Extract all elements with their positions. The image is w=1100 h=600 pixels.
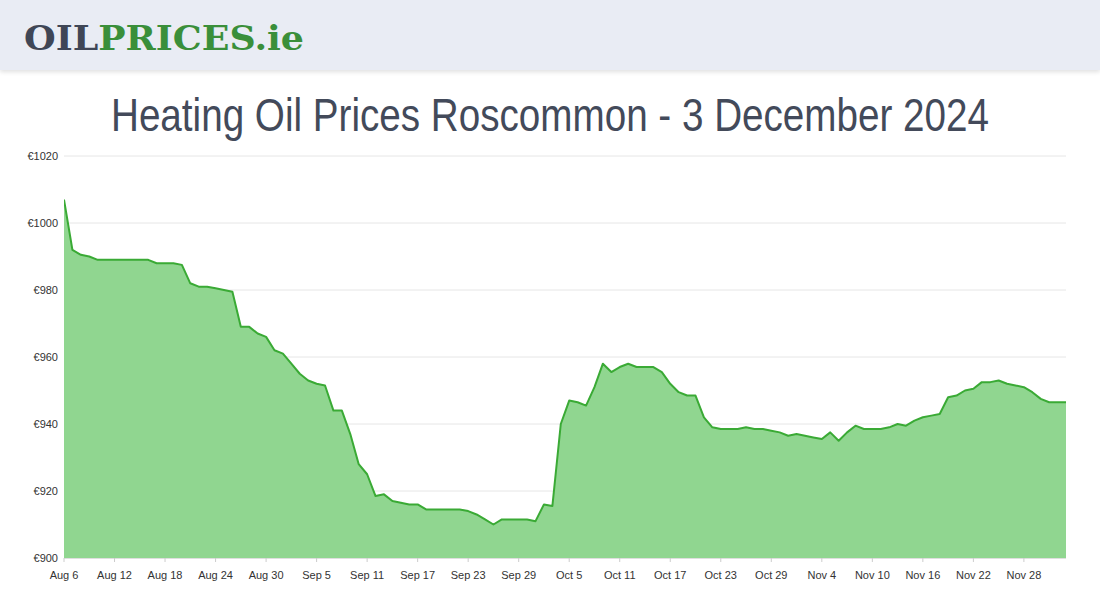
x-tick [973, 558, 974, 562]
y-tick-label: €900 [34, 552, 58, 564]
x-tick-label: Oct 11 [604, 569, 636, 581]
x-tick [468, 558, 469, 562]
x-tick-label: Nov 28 [1006, 569, 1041, 581]
line [64, 200, 1066, 525]
x-tick-label: Aug 24 [198, 569, 233, 581]
x-tick [417, 558, 418, 562]
x-tick [569, 558, 570, 562]
x-tick-label: Oct 17 [654, 569, 686, 581]
x-tick-label: Nov 10 [855, 569, 890, 581]
header-band [0, 0, 1100, 70]
x-tick [367, 558, 368, 562]
x-tick [64, 558, 65, 562]
x-tick [720, 558, 721, 562]
x-tick [619, 558, 620, 562]
x-tick [771, 558, 772, 562]
x-tick-label: Oct 23 [705, 569, 737, 581]
x-tick-label: Aug 18 [148, 569, 183, 581]
x-tick [215, 558, 216, 562]
logo-dark: OIL [24, 18, 98, 58]
x-tick-label: Nov 22 [956, 569, 991, 581]
y-tick-label: €960 [34, 351, 58, 363]
x-tick [1023, 558, 1024, 562]
x-tick-label: Sep 11 [350, 569, 384, 581]
grid-line [64, 223, 1066, 224]
x-tick [922, 558, 923, 562]
x-tick [518, 558, 519, 562]
x-tick-label: Sep 29 [501, 569, 536, 581]
x-tick [670, 558, 671, 562]
x-tick-label: Sep 17 [400, 569, 435, 581]
y-tick-label: €1000 [27, 217, 58, 229]
x-tick-label: Nov 16 [905, 569, 940, 581]
title: Heating Oil Prices Roscommon - 3 Decembe… [111, 89, 989, 141]
x-tick [821, 558, 822, 562]
area [64, 200, 1066, 558]
x-tick-label: Sep 5 [302, 569, 331, 581]
x-tick-label: Aug 12 [97, 569, 132, 581]
x-tick [316, 558, 317, 562]
x-tick [872, 558, 873, 562]
x-tick [114, 558, 115, 562]
x-tick [165, 558, 166, 562]
y-tick-label: €980 [34, 284, 58, 296]
x-tick-label: Oct 5 [556, 569, 582, 581]
grid [64, 156, 1066, 558]
x-tick-label: Nov 4 [807, 569, 836, 581]
y-tick-label: €1020 [27, 150, 58, 162]
x-tick-label: Oct 29 [755, 569, 787, 581]
y-tick-label: €940 [34, 418, 58, 430]
x-tick-label: Aug 6 [50, 569, 79, 581]
logo: OILPRICES.ie [24, 18, 304, 58]
chart-svg: OILPRICES.ie Heating Oil Prices Roscommon… [0, 0, 1100, 600]
x-tick-label: Aug 30 [249, 569, 284, 581]
x-tick [266, 558, 267, 562]
x-tick-label: Sep 23 [451, 569, 486, 581]
logo-green: PRICES.ie [98, 18, 304, 58]
grid-line [64, 156, 1066, 157]
data-group [64, 200, 1066, 558]
y-tick-label: €920 [34, 485, 58, 497]
page: OILPRICES.ie Heating Oil Prices Roscommon… [0, 0, 1100, 600]
